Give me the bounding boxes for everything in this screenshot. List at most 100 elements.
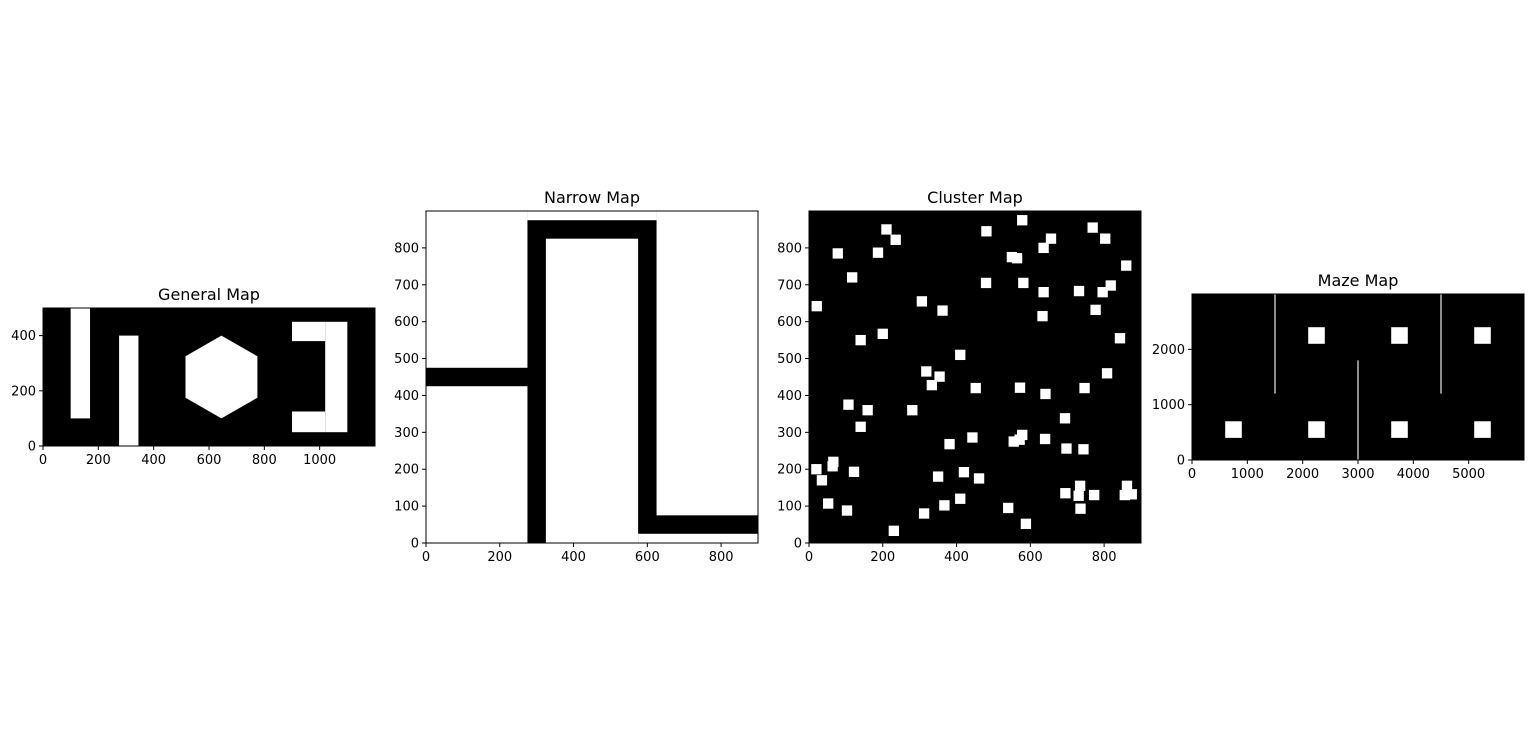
obstacle-square	[967, 432, 978, 443]
obstacle-rect	[426, 211, 528, 368]
obstacle-square	[832, 248, 843, 259]
y-tick-label: 0	[1177, 454, 1185, 469]
y-tick-label: 200	[777, 463, 802, 478]
obstacle-rect	[292, 321, 326, 342]
y-tick-label: 400	[394, 389, 419, 404]
axes-frame	[425, 210, 759, 544]
x-tick-label: 0	[39, 453, 47, 468]
obstacle-square	[888, 525, 900, 536]
obstacle-square	[1073, 285, 1085, 297]
obstacle-square	[1074, 480, 1086, 491]
obstacle-square	[1003, 502, 1014, 514]
axes-frame	[808, 210, 1142, 544]
obstacle-rect	[119, 335, 139, 446]
y-tick-label: 600	[394, 315, 419, 330]
x-tick-label: 600	[635, 550, 660, 565]
y-tick-label: 0	[411, 537, 419, 552]
obstacle-square	[1014, 382, 1026, 393]
obstacle-rect	[527, 211, 657, 221]
x-tick-label: 0	[1188, 467, 1196, 482]
obstacle-rect	[656, 211, 758, 516]
y-tick-label: 100	[394, 500, 419, 515]
y-tick-label: 0	[794, 537, 802, 552]
obstacle-square	[827, 461, 838, 472]
y-tick-label: 800	[777, 241, 802, 256]
obstacle-square	[823, 498, 834, 509]
obstacle-square	[916, 296, 928, 307]
obstacle-polygon	[185, 335, 258, 419]
y-tick-label: 500	[777, 352, 802, 367]
obstacle-square	[980, 277, 992, 289]
obstacle-rect	[1225, 421, 1242, 438]
obstacle-square	[1011, 253, 1023, 264]
obstacle-square	[890, 234, 901, 245]
y-tick-label: 0	[28, 440, 36, 455]
panel-general-map: General Map 0 200 400 600 800 1000 0 200 400	[11, 285, 376, 468]
obstacle-square	[1075, 503, 1086, 514]
obstacle-rect	[638, 533, 758, 543]
obstacle-rect	[545, 238, 639, 543]
obstacle-square	[970, 382, 981, 394]
obstacle-square	[811, 464, 822, 475]
obstacle-square	[1060, 488, 1071, 499]
x-tick-label: 5000	[1452, 467, 1485, 482]
x-tick-label: 0	[805, 550, 813, 565]
obstacle-square	[1040, 388, 1051, 400]
obstacle-square	[1087, 222, 1098, 233]
obstacle-square	[918, 508, 930, 519]
chart-title: Narrow Map	[544, 188, 640, 207]
obstacle-rect	[1308, 421, 1325, 438]
chart-title: General Map	[158, 285, 260, 304]
obstacle-square	[862, 405, 873, 416]
x-tick-label: 800	[252, 453, 277, 468]
obstacle-square	[855, 334, 866, 346]
x-tick-label: 600	[197, 453, 222, 468]
obstacle-square	[907, 405, 918, 416]
obstacle-square	[1088, 489, 1100, 501]
obstacle-square	[934, 371, 945, 382]
x-tick-label: 4000	[1397, 467, 1430, 482]
y-tick-label: 300	[777, 426, 802, 441]
obstacle-square	[955, 493, 966, 504]
obstacle-square	[1079, 382, 1090, 394]
obstacle-rect	[1440, 294, 1442, 394]
x-tick-label: 400	[141, 453, 166, 468]
y-tick-label: 800	[394, 241, 419, 256]
x-tick-label: 200	[870, 550, 895, 565]
obstacle-square	[872, 247, 884, 258]
obstacle-rect	[325, 321, 348, 433]
y-tick-label: 700	[394, 278, 419, 293]
x-tick-label: 800	[1092, 550, 1117, 565]
obstacle-square	[846, 272, 858, 283]
obstacle-square	[1061, 443, 1072, 454]
obstacle-square	[841, 505, 853, 516]
panel-maze-map: Maze Map 0 1000 2000 3000 4000 5000 0 1000 2000	[1152, 271, 1525, 482]
obstacle-square	[1018, 277, 1029, 289]
obstacle-square	[1090, 304, 1101, 316]
x-tick-label: 400	[561, 550, 586, 565]
obstacle-square	[932, 471, 944, 482]
y-tick-label: 100	[777, 500, 802, 515]
x-tick-label: 0	[422, 550, 430, 565]
obstacle-rect	[292, 411, 326, 433]
obstacle-square	[981, 226, 992, 237]
y-tick-label: 2000	[1152, 343, 1185, 358]
x-tick-label: 2000	[1286, 467, 1319, 482]
x-tick-label: 800	[709, 550, 734, 565]
obstacle-square	[937, 305, 948, 316]
y-tick-label: 300	[394, 426, 419, 441]
obstacle-rect	[426, 386, 528, 543]
obstacle-square	[1121, 480, 1133, 491]
y-tick-label: 1000	[1152, 398, 1185, 413]
obstacle-rect	[1391, 327, 1408, 344]
obstacle-square	[944, 438, 955, 450]
obstacle-square	[1105, 280, 1116, 291]
obstacle-square	[1045, 233, 1057, 244]
obstacle-square	[1073, 490, 1084, 501]
obstacle-square	[958, 467, 970, 478]
obstacle-square	[1008, 436, 1019, 447]
x-tick-label: 200	[86, 453, 111, 468]
y-tick-label: 200	[394, 463, 419, 478]
obstacle-square	[1078, 444, 1089, 455]
